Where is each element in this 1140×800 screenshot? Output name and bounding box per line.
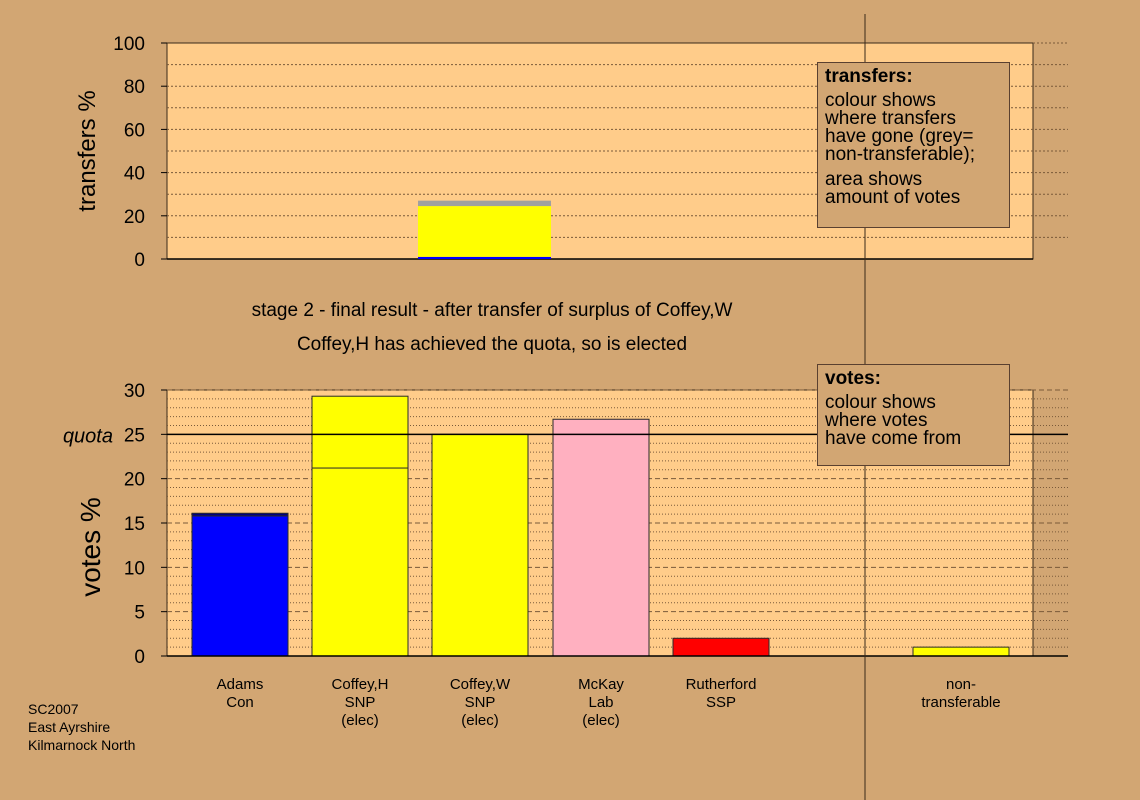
category-label: non-: [946, 676, 976, 693]
category-label: Coffey,H: [332, 676, 389, 693]
category-label: transferable: [921, 694, 1000, 711]
category-label: SSP: [706, 694, 736, 711]
category-label: Lab: [588, 694, 613, 711]
transfers-y-tick-label: 40: [124, 164, 145, 185]
transfers-legend-line: have gone (grey=: [825, 126, 974, 147]
votes-legend-line: where votes: [825, 410, 928, 431]
votes-y-tick-label: 10: [124, 558, 145, 579]
votes-bar-segment: [912, 646, 1010, 657]
transfers-y-tick-label: 0: [134, 250, 145, 271]
transfers-bar-segment: [418, 200, 551, 207]
transfers-legend: transfers: colour shows where transfers …: [817, 62, 1010, 228]
category-label: Adams: [217, 676, 264, 693]
votes-y-tick-label: 25: [124, 425, 145, 446]
transfers-y-tick-label: 100: [113, 34, 145, 55]
footer-ward: Kilmarnock North: [28, 737, 136, 753]
votes-y-tick-label: 0: [134, 647, 145, 668]
transfers-legend-line: area shows: [825, 169, 923, 190]
votes-y-tick-label: 15: [124, 514, 145, 535]
votes-legend-title: votes:: [825, 368, 881, 389]
transfers-y-tick-label: 80: [124, 77, 145, 98]
footer-council: East Ayrshire: [28, 719, 111, 735]
transfers-legend-line: colour shows: [825, 90, 936, 111]
transfers-legend-line: where transfers: [825, 108, 956, 129]
votes-y-tick-label: 20: [124, 470, 145, 491]
elected-caption: Coffey,H has achieved the quota, so is e…: [296, 334, 688, 355]
votes-bar-segment: [191, 515, 289, 657]
category-label: Rutherford: [686, 676, 757, 693]
transfers-y-tick-label: 60: [124, 120, 145, 141]
transfers-legend-line: amount of votes: [825, 187, 961, 208]
transfers-y-tick-label: 20: [124, 207, 145, 228]
votes-legend-line: have come from: [825, 428, 962, 449]
quota-label: quota: [63, 425, 113, 447]
category-label: (elec): [341, 712, 379, 729]
votes-legend-line: colour shows: [825, 392, 936, 413]
votes-bar-segment: [552, 418, 650, 657]
votes-bar-segment: [191, 512, 289, 517]
category-label: Coffey,W: [450, 676, 511, 693]
category-label: SNP: [465, 694, 496, 711]
votes-bar-segment: [672, 637, 770, 657]
stage-caption: stage 2 - final result - after transfer …: [251, 300, 733, 321]
transfers-bar-segment: [418, 206, 551, 257]
votes-legend: votes: colour shows where votes have com…: [817, 364, 1010, 466]
votes-y-axis-label: votes %: [75, 497, 106, 597]
category-label: SNP: [345, 694, 376, 711]
votes-y-tick-label: 5: [134, 603, 145, 624]
footer-election: SC2007: [28, 701, 79, 717]
transfers-bar-segment: [418, 256, 551, 259]
votes-y-tick-label: 30: [124, 381, 145, 402]
votes-bar-segment: [311, 467, 409, 657]
transfers-legend-title: transfers:: [825, 66, 913, 87]
votes-bar-segment: [311, 395, 409, 469]
election-footer: SC2007 East Ayrshire Kilmarnock North: [28, 700, 135, 754]
category-label: (elec): [582, 712, 620, 729]
category-label: (elec): [461, 712, 499, 729]
category-label: Con: [226, 694, 254, 711]
transfers-legend-line: non-transferable);: [825, 144, 975, 165]
category-label: McKay: [578, 676, 624, 693]
transfers-y-axis-label: transfers %: [74, 90, 101, 211]
votes-bar-segment: [431, 433, 529, 657]
